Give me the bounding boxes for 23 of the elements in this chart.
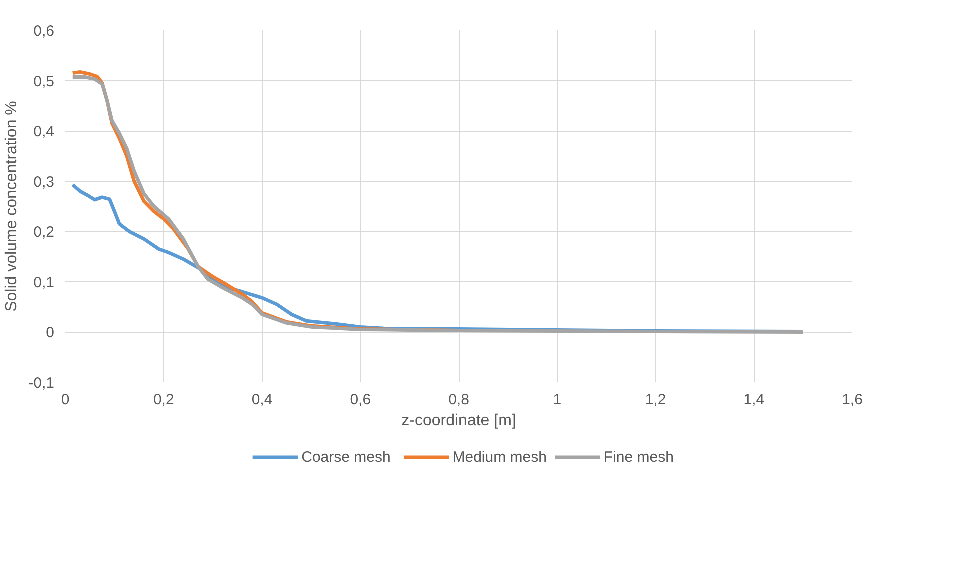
y-tick-label: 0,2 — [34, 224, 55, 242]
x-tick-label: 0 — [61, 392, 70, 408]
y-tick-label: 0,4 — [34, 124, 55, 141]
line-series — [71, 76, 806, 334]
y-axis-title: Solid volume concentration % — [4, 101, 21, 312]
legend-label: Fine mesh — [604, 449, 674, 466]
y-tick-label: 0,1 — [34, 274, 55, 292]
x-tick-label: 0,8 — [448, 392, 470, 408]
x-axis-title: z-coordinate [m] — [402, 412, 516, 430]
x-tick-label: 0,2 — [153, 392, 174, 408]
x-tick-label: 1,6 — [842, 392, 863, 408]
x-tick-label: 1 — [553, 392, 562, 408]
legend-label: Medium mesh — [452, 449, 547, 466]
x-tick-label: 1,2 — [645, 392, 666, 408]
y-tick-label: -0,1 — [28, 375, 55, 392]
y-tick-label: 0,6 — [34, 23, 55, 40]
y-tick-label: 0,3 — [34, 174, 55, 191]
legend-label: Coarse mesh — [302, 449, 391, 466]
x-tick-label: 0,6 — [350, 392, 372, 408]
x-tick-label: 1,4 — [744, 392, 765, 408]
y-tick-label: 0 — [46, 324, 54, 342]
y-tick-label: 0,5 — [34, 73, 55, 90]
x-tick-label: 0,4 — [252, 392, 273, 408]
